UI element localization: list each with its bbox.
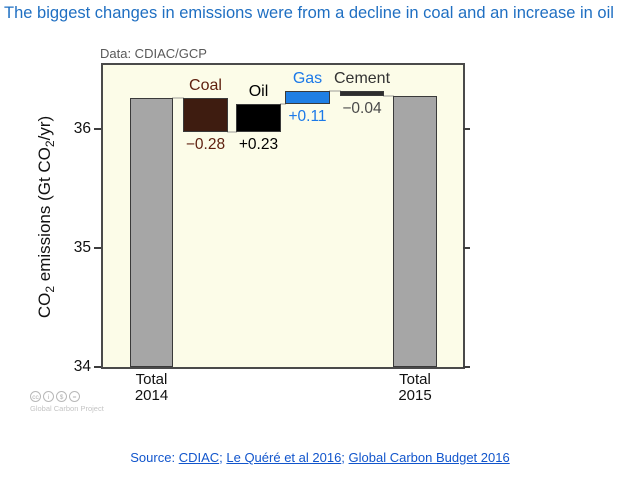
y-tick-left	[94, 128, 101, 131]
source-link-2[interactable]: Le Quéré et al 2016	[226, 450, 342, 465]
bar-oil	[236, 104, 281, 132]
source-line: Source: CDIAC; Le Quéré et al 2016; Glob…	[0, 450, 640, 465]
y-axis-title-part: 2	[43, 285, 58, 293]
value-label-coal: −0.28	[185, 135, 226, 153]
source-prefix: Source:	[130, 450, 179, 465]
bar-total-2014	[130, 98, 173, 367]
waterfall-connector	[383, 94, 394, 97]
y-tick-left	[94, 247, 101, 250]
attribution-icon: i	[43, 391, 54, 402]
y-axis-title-part: CO	[34, 292, 54, 319]
y-tick-right	[463, 247, 470, 250]
source-separator: ;	[219, 450, 227, 465]
y-axis-title-part: 2	[43, 140, 58, 148]
y-tick-label: 36	[73, 120, 91, 138]
value-label-cement: −0.04	[342, 99, 382, 117]
y-axis-title: CO2 emissions (Gt CO2/yr)	[35, 116, 57, 318]
y-axis-title-part: /yr)	[34, 115, 54, 141]
chart-data-note: Data: CDIAC/GCP	[100, 46, 207, 61]
chart-plot-area: Total 2014 Coal −0.28 Oil +0.23 Gas +0.11 Cemen…	[74, 63, 470, 404]
series-label-coal: Coal	[189, 77, 222, 95]
source-link-1[interactable]: CDIAC	[178, 450, 220, 465]
page-title: The biggest changes in emissions were fr…	[4, 4, 614, 22]
waterfall-connector	[172, 97, 184, 100]
y-tick-label: 34	[73, 358, 91, 375]
y-axis-title-part: emissions (Gt CO	[34, 147, 54, 286]
bar-total-2015	[393, 95, 437, 367]
y-tick-label: 35	[73, 239, 91, 257]
cc-icon: cc	[30, 391, 41, 402]
value-label-gas: +0.11	[288, 108, 327, 126]
series-label-oil: Oil	[248, 83, 269, 101]
non-commercial-icon: $	[56, 391, 67, 402]
y-tick-left	[94, 366, 101, 368]
cc-badge-label: Global Carbon Project	[30, 404, 104, 413]
series-label-cement: Cement	[333, 70, 391, 88]
value-label-oil: +0.23	[238, 135, 279, 153]
x-axis-label-total-2015: Total 2015	[398, 371, 432, 404]
series-label-gas: Gas	[292, 70, 323, 88]
cc-license-icons: cc i $ =	[30, 391, 120, 402]
source-separator: ;	[341, 450, 349, 465]
waterfall-connector	[280, 103, 286, 106]
y-tick-right	[463, 128, 470, 131]
bar-coal	[183, 98, 228, 132]
no-derivatives-icon: =	[69, 391, 80, 402]
plot-inner: Total 2014 Coal −0.28 Oil +0.23 Gas +0.11 Cemen…	[74, 65, 470, 404]
bar-gas	[285, 91, 330, 105]
waterfall-connector	[227, 130, 237, 133]
x-axis-label-total-2014: Total 2014	[134, 371, 169, 404]
bar-cement	[340, 91, 384, 96]
y-tick-right	[463, 366, 470, 368]
cc-license-badge: cc i $ = Global Carbon Project	[30, 391, 120, 413]
waterfall-connector	[329, 90, 341, 93]
source-link-3[interactable]: Global Carbon Budget 2016	[348, 450, 510, 465]
